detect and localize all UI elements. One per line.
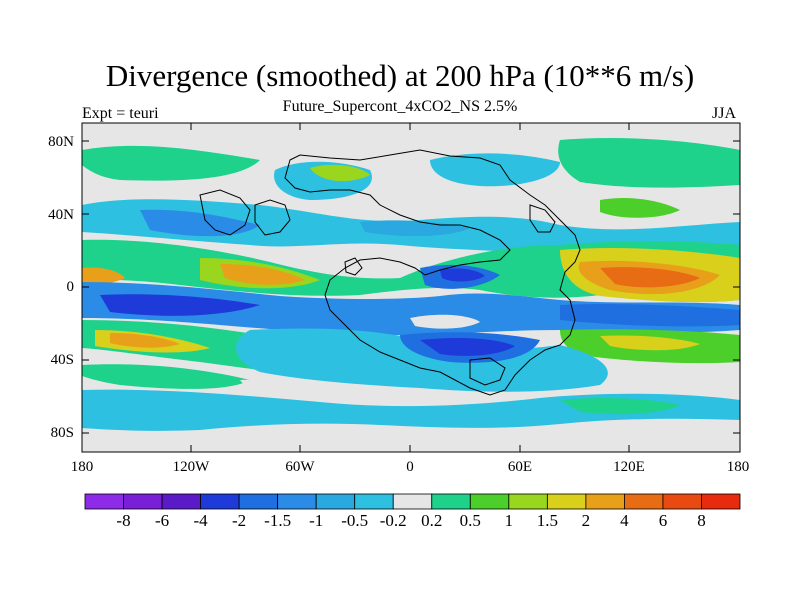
colorbar-label: -1 [309, 511, 324, 530]
pacific-west-positive [82, 267, 125, 285]
colorbar-label: -4 [193, 511, 208, 530]
colorbar-label: -0.2 [379, 511, 407, 530]
map-title: Divergence (smoothed) at 200 hPa (10**6 … [105, 58, 695, 93]
colorbar-box [277, 493, 317, 510]
colorbar-label: -6 [154, 511, 170, 530]
colorbar-label: -0.5 [341, 511, 369, 530]
southern-indian-positive-core [600, 335, 700, 351]
experiment-label: Expt = teuri [82, 105, 159, 122]
northern-positive-band [82, 145, 260, 181]
season-label: JJA [712, 105, 737, 122]
eastern-island [529, 204, 556, 233]
colorbar-box [354, 493, 394, 510]
african-negative-peak [440, 268, 485, 282]
x-tick-180w: 180 [70, 459, 94, 475]
colorbar-label: 6 [658, 511, 668, 530]
colorbar-box [161, 493, 201, 510]
southern-negative-core [420, 338, 515, 356]
northern-negative-core-2 [360, 220, 470, 237]
x-tick-60e: 60E [507, 459, 533, 475]
y-tick-40n: 40N [48, 207, 74, 223]
x-tick-180e: 180 [726, 459, 750, 475]
colorbar-label: -8 [116, 511, 131, 530]
colorbar-box [585, 493, 625, 510]
colorbar-label: -1.5 [264, 511, 292, 530]
colorbar-box [123, 493, 163, 510]
colorbar-box [662, 493, 702, 510]
colorbar-label: 1 [504, 511, 514, 530]
colorbar-label: -2 [232, 511, 247, 530]
colorbar-box [508, 493, 548, 510]
y-tick-eq: 0 [66, 279, 75, 295]
contour-field [82, 123, 740, 452]
colorbar-box [392, 493, 433, 510]
arctic-positive-core [310, 164, 370, 182]
colorbar-label: 2 [581, 511, 591, 530]
colorbar-box [84, 493, 124, 510]
northern-negative-core [140, 209, 260, 237]
antarctic-positive [560, 397, 680, 415]
arctic-negative-2 [430, 153, 560, 187]
colorbar-box [200, 493, 240, 510]
y-tick-40s: 40S [50, 352, 74, 368]
y-tick-80s: 80S [50, 425, 74, 441]
x-tick-0: 0 [406, 459, 414, 475]
colorbar-label: 8 [697, 511, 706, 530]
y-tick-80n: 80N [48, 134, 74, 150]
colorbar-box [624, 493, 664, 510]
x-tick-120w: 120W [172, 459, 210, 475]
colorbar-box [431, 493, 471, 510]
colorbar [84, 493, 741, 510]
southern-gap [240, 379, 400, 399]
southern-island [469, 357, 506, 386]
indian-negative-core [560, 303, 740, 327]
continent-outline [199, 149, 581, 396]
scenario-label: Future_Supercont_4xCO2_NS 2.5% [282, 98, 518, 115]
colorbar-label: 0.5 [459, 511, 481, 530]
equatorial-negative-band [82, 282, 740, 335]
antarctic-negative-core [160, 402, 260, 425]
western-landmass [199, 189, 251, 236]
x-tick-60w: 60W [285, 459, 315, 475]
colorbar-box [238, 493, 279, 510]
western-island [254, 199, 291, 236]
plot-frame [81, 122, 741, 453]
supercontinent-coast [284, 149, 581, 396]
x-tick-120e: 120E [613, 459, 645, 475]
indian-ocean-positive-peak [600, 267, 700, 288]
equatorial-negative-core [100, 294, 260, 316]
northern-positive-band-2 [558, 138, 740, 188]
small-island [344, 257, 363, 276]
colorbar-box [546, 493, 587, 510]
northern-positive-core [600, 198, 680, 218]
colorbar-box [701, 493, 741, 510]
colorbar-label: 4 [620, 511, 629, 530]
southern-positive-peak [110, 333, 180, 348]
southern-positive-band-2 [82, 364, 250, 389]
colorbar-label: 1.5 [536, 511, 558, 530]
colorbar-box [469, 493, 510, 510]
tropical-positive-strong [220, 264, 305, 285]
southern-african-gap [410, 314, 480, 329]
colorbar-label: 0.2 [421, 511, 443, 530]
colorbar-box [315, 493, 356, 510]
